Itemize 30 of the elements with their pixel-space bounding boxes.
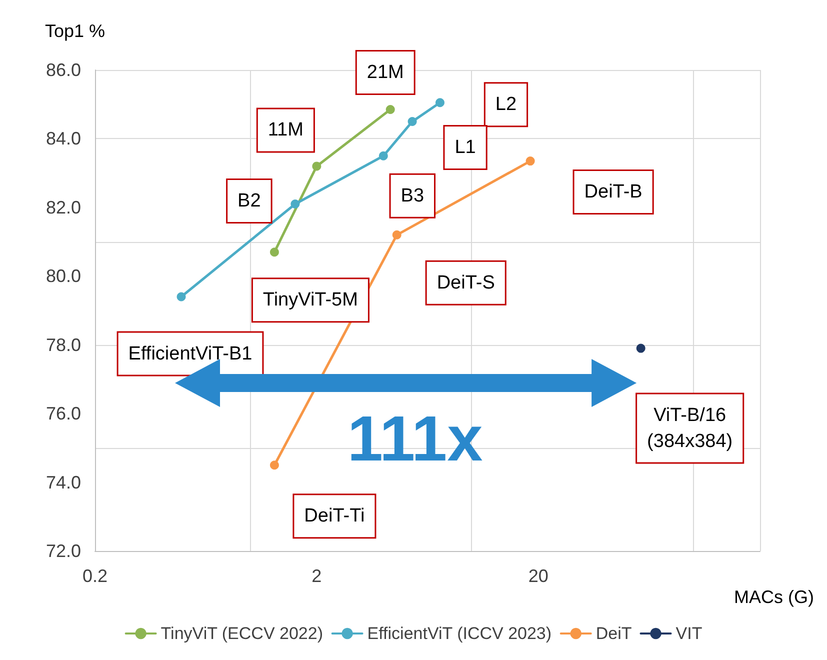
legend-label: TinyViT (ECCV 2022) — [160, 624, 324, 643]
y-axis-title: Top1 % — [44, 21, 106, 41]
annotation: L2 — [495, 94, 517, 116]
y-tick-label: 74.0 — [46, 472, 81, 492]
annotation: DeiT-B — [584, 182, 642, 203]
annotation: B2 — [238, 190, 261, 212]
annotation: ViT-B/16 (384x384) — [647, 404, 733, 452]
annotation: 21M — [366, 62, 404, 84]
x-tick-label: 0.2 — [82, 566, 108, 586]
annotation: TinyViT-5M — [262, 290, 358, 311]
x-axis-title: MACs (G) — [734, 587, 814, 607]
annotation: B3 — [400, 185, 424, 206]
annotation: 11M — [268, 120, 304, 141]
x-tick-label: 20 — [528, 566, 548, 586]
x-tick-label: 2 — [312, 566, 322, 586]
y-tick-label: 76.0 — [46, 404, 81, 424]
legend-label: VIT — [676, 624, 702, 643]
y-tick-label: 84.0 — [46, 128, 81, 149]
y-tick-label: 72.0 — [46, 541, 81, 561]
annotation: DeiT-S — [436, 272, 495, 294]
legend-label: DeiT — [596, 624, 632, 643]
annotation: EfficientViT-B1 — [128, 343, 252, 364]
annotation: L1 — [454, 137, 476, 158]
annotation: 111x — [347, 402, 484, 474]
legend-label: EfficientViT (ICCV 2023) — [367, 624, 552, 643]
annotation: DeiT-Ti — [304, 506, 365, 527]
y-tick-label: 86.0 — [46, 60, 81, 80]
y-tick-label: 80.0 — [46, 266, 81, 286]
y-tick-label: 78.0 — [46, 334, 81, 355]
y-tick-label: 82.0 — [46, 197, 81, 218]
